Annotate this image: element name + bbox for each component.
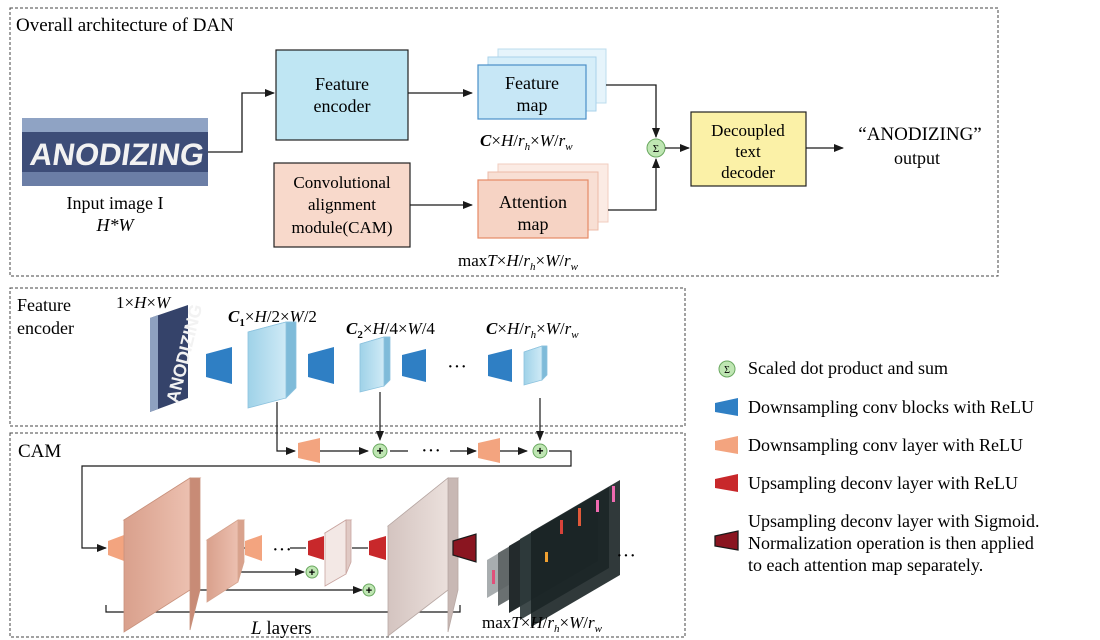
- decoder-label-3: decoder: [721, 163, 775, 182]
- cam-label-3: module(CAM): [291, 218, 392, 237]
- conv-block-icon: [206, 347, 232, 384]
- encoder-panel-title-2: encoder: [17, 318, 74, 338]
- input-image-word: ANODIZING: [28, 137, 207, 172]
- input-caption: Input image I: [67, 193, 164, 213]
- legend-deconv-relu-icon: [715, 474, 738, 492]
- legend-sigma-symbol: Σ: [724, 365, 730, 376]
- cam-label-2: alignment: [308, 195, 376, 214]
- attention-map-label-2: map: [518, 214, 549, 234]
- encoder-dim-input: 1×H×W: [116, 293, 172, 312]
- deconv-relu-icon: [308, 536, 324, 560]
- legend-item-6: Normalization operation is then applied: [748, 533, 1034, 553]
- decoder-label-2: text: [735, 142, 761, 161]
- legend-deconv-sigmoid-icon: [715, 531, 738, 550]
- feature-map-dims: C×H/rh×W/rw: [480, 131, 573, 153]
- feature-encoder-label-2: encoder: [314, 96, 371, 116]
- encoder-ellipsis: ···: [447, 356, 467, 378]
- feature-encoder-box: [276, 50, 408, 140]
- conv-block-icon: [402, 349, 426, 382]
- legend-conv-block-icon: [715, 398, 738, 416]
- sum-node-symbol: +: [536, 444, 543, 458]
- legend-item-5: Upsampling deconv layer with Sigmoid.: [748, 511, 1039, 531]
- cam-ellipsis-2: ···: [272, 539, 292, 561]
- conv-layer-icon: [108, 535, 124, 561]
- cam-slab-1: [124, 478, 190, 632]
- legend-item-3: Downsampling conv layer with ReLU: [748, 435, 1023, 455]
- conv-layer-icon: [245, 535, 262, 561]
- cam-ellipsis-1: ···: [421, 440, 441, 462]
- legend-item-7: to each attention map separately.: [748, 555, 983, 575]
- legend-item-4: Upsampling deconv layer with ReLU: [748, 473, 1018, 493]
- attention-map-dims: maxT×H/rh×W/rw: [458, 251, 579, 273]
- encoder-panel-title-1: Feature: [17, 295, 71, 315]
- layers-label: L layers: [250, 618, 312, 639]
- feature-slab-1: [248, 322, 286, 408]
- sum-node-symbol: +: [366, 585, 372, 597]
- cam-slab-3: [325, 520, 346, 586]
- feature-slab-2: [360, 337, 384, 392]
- sigma-symbol: Σ: [653, 143, 659, 155]
- output-label: output: [894, 148, 940, 168]
- conv-block-icon: [488, 349, 512, 382]
- deconv-relu-icon: [369, 536, 386, 560]
- cam-ellipsis-3: ···: [616, 545, 636, 567]
- conv-block-icon: [308, 347, 334, 384]
- encoder-input-image: ANODIZING: [150, 302, 206, 412]
- cam-label-1: Convolutional: [293, 173, 391, 192]
- encoder-dim-stage2: C2×H/4×W/4: [346, 319, 435, 341]
- conv-layer-icon: [298, 438, 320, 463]
- encoder-dim-stage3: C×H/rh×W/rw: [486, 319, 579, 341]
- top-panel-title: Overall architecture of DAN: [16, 15, 234, 36]
- input-dims: H*W: [96, 215, 136, 235]
- sum-node-symbol: +: [309, 567, 315, 579]
- attention-map-label-1: Attention: [499, 192, 567, 212]
- feature-map-label-2: map: [517, 95, 548, 115]
- feature-map-label-1: Feature: [505, 73, 559, 93]
- feature-encoder-label-1: Feature: [315, 74, 369, 94]
- legend-conv-layer-icon: [715, 436, 738, 454]
- attention-output-stack: [487, 480, 620, 627]
- conv-layer-icon: [478, 438, 500, 463]
- legend: Σ Scaled dot product and sum Downsamplin…: [715, 358, 1039, 575]
- encoder-panel-border: [10, 288, 685, 426]
- output-text: “ANODIZING”: [858, 124, 981, 145]
- cam-panel-title: CAM: [18, 441, 61, 462]
- cam-output-dims: maxT×H/rh×W/rw: [482, 613, 603, 635]
- legend-item-1: Scaled dot product and sum: [748, 358, 948, 378]
- legend-item-2: Downsampling conv blocks with ReLU: [748, 397, 1034, 417]
- decoder-label-1: Decoupled: [711, 121, 785, 140]
- sum-node-symbol: +: [376, 444, 383, 458]
- feature-slab-3: [524, 346, 542, 385]
- input-image: ANODIZING: [22, 118, 208, 186]
